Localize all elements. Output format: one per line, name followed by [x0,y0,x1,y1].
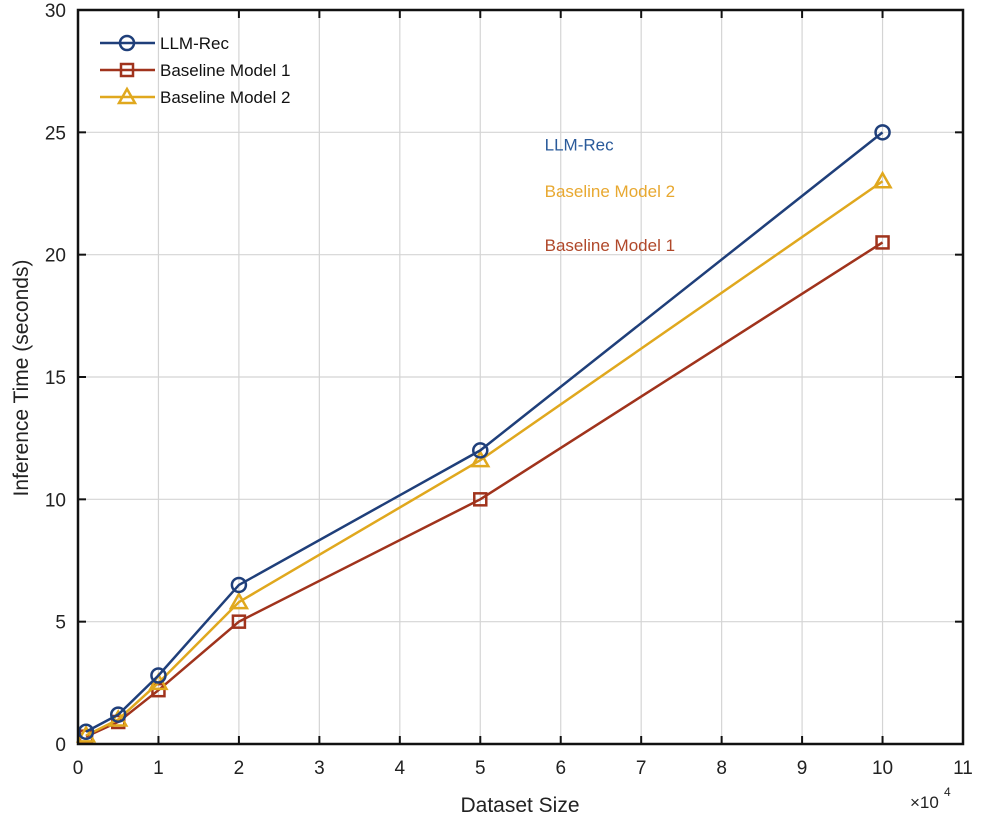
triangle-marker [75,724,97,743]
legend-item: Baseline Model 1 [100,61,290,80]
y-tick-label: 20 [45,246,66,267]
circle-marker [230,576,248,594]
circle-marker [118,34,136,52]
svg-text:×10: ×10 [910,793,939,812]
plot-frame [76,8,965,746]
y-tick-label: 30 [45,1,66,22]
legend-label: LLM-Rec [160,34,229,53]
y-tick-label: 15 [45,368,66,389]
legend-item: LLM-Rec [100,34,229,53]
circle-marker [109,706,127,723]
series-annotation: Baseline Model 2 [545,182,675,201]
triangle-marker [470,449,491,468]
x-tick-label: 3 [314,758,325,779]
x-tick-label: 10 [872,758,893,779]
x-multiplier: ×10 4 [910,785,951,812]
triangle-marker [228,591,250,610]
y-tick-label: 0 [55,735,66,756]
series-annotations: LLM-Rec Baseline Model 2 Baseline Model 1 [545,136,675,255]
x-tick-label: 2 [234,758,245,779]
series-line [85,241,884,738]
grid [77,9,964,745]
x-tick-label: 9 [797,758,808,779]
x-tick-label: 5 [475,758,486,779]
legend: LLM-Rec Baseline Model 1 Baseline Model 2 [100,34,290,107]
x-axis-label: Dataset Size [460,794,579,817]
series-annotation: Baseline Model 1 [545,236,675,255]
triangle-marker [872,170,893,189]
circle-marker [150,667,167,684]
triangle-marker [108,709,129,727]
legend-label: Baseline Model 1 [160,61,290,80]
svg-text:4: 4 [944,785,951,799]
x-tick-label: 1 [153,758,164,779]
series-line [85,131,884,733]
x-tick-label: 7 [636,758,647,779]
series-baseline-model-1 [78,235,890,744]
legend-label: Baseline Model 2 [160,88,290,107]
circle-marker [472,442,489,459]
square-marker [119,62,135,78]
y-tick-label: 10 [45,490,66,511]
series-layer [75,124,893,744]
x-tick-label: 8 [716,758,727,779]
y-axis-label: Inference Time (seconds) [10,260,33,497]
x-tick-label: 6 [555,758,566,779]
square-marker [231,614,247,629]
y-tick-label: 25 [45,123,66,144]
series-annotation: LLM-Rec [545,136,614,155]
square-marker [875,235,890,250]
x-tick-label: 11 [953,758,973,779]
series-llm-rec [77,124,891,741]
y-tick-label: 5 [55,613,66,634]
legend-item: Baseline Model 2 [100,86,290,107]
triangle-marker [116,86,138,105]
x-tick-label: 4 [395,758,406,779]
x-tick-label: 0 [73,758,84,779]
square-marker [473,492,488,507]
axes [76,8,965,746]
tick-labels: 0 1 2 3 4 5 6 7 8 9 10 11 0 5 10 15 20 25 30 [45,1,973,779]
circle-marker [874,124,891,141]
